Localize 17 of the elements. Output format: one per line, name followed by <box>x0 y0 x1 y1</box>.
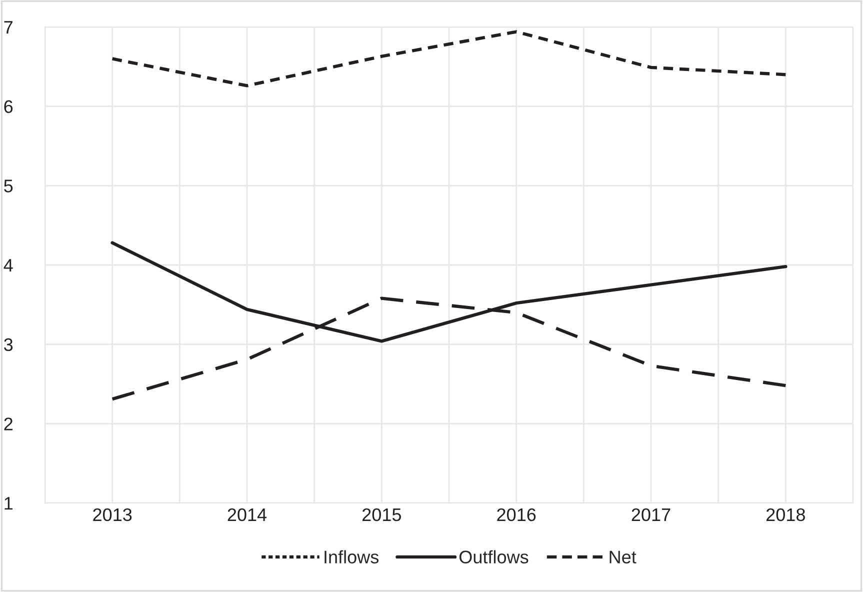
legend-label: Inflows <box>324 550 379 564</box>
y-tick-label: 7 <box>4 21 12 34</box>
x-tick-label: 2017 <box>632 508 670 522</box>
legend-label: Net <box>610 550 636 564</box>
y-tick-label: 4 <box>4 259 13 272</box>
y-tick-label: 2 <box>4 418 12 430</box>
y-tick-label: 6 <box>4 100 13 114</box>
x-tick-label: 2013 <box>93 508 132 522</box>
y-tick-label: 1 <box>4 497 12 510</box>
x-tick-label: 2018 <box>766 508 805 522</box>
y-tick-label: 3 <box>4 338 13 352</box>
legend-label: Outflows <box>459 550 528 564</box>
x-tick-label: 2015 <box>362 508 401 522</box>
y-tick-label: 5 <box>4 180 13 192</box>
x-tick-label: 2016 <box>497 508 536 522</box>
line-series <box>110 30 788 88</box>
x-tick-label: 2014 <box>228 508 267 522</box>
